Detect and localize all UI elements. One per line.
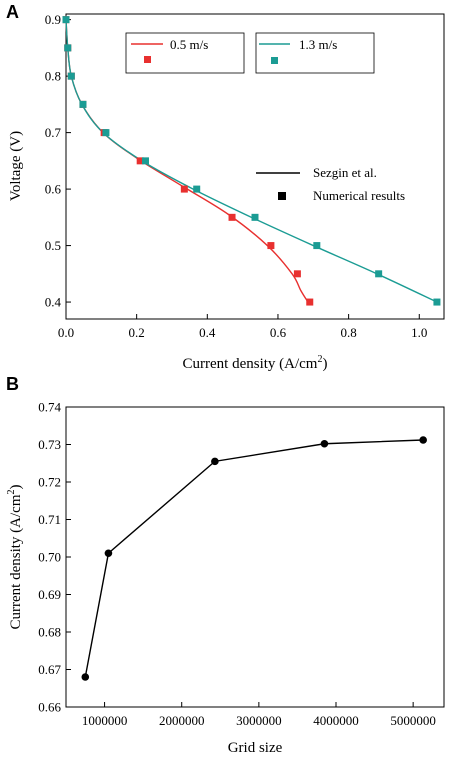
legend-swatch-marker-left — [144, 56, 151, 63]
legend-box-right — [255, 32, 375, 74]
panel-letter-b: B — [6, 374, 19, 394]
b-ytick-label: 0.73 — [38, 437, 61, 452]
a-ytick-label: 0.9 — [45, 12, 61, 27]
markers-b — [81, 436, 427, 681]
a-data-point-0 — [267, 242, 275, 250]
a-data-point-0 — [306, 298, 314, 306]
b-data-point-0 — [419, 436, 427, 444]
panel-a: 0.0 0.2 0.4 0.6 0.8 1.0 0.4 0.5 0.6 0.7 0.8 0.9 0.5… — [8, 12, 445, 372]
b-ytick-label: 0.69 — [38, 587, 61, 602]
x-axis-label-a-end: ) — [322, 356, 327, 372]
b-ytick-label: 0.74 — [38, 400, 61, 415]
a-data-point-0 — [180, 185, 188, 193]
a-xtick-label: 0.8 — [340, 325, 356, 340]
a-ytick-label: 0.7 — [45, 125, 62, 140]
a-data-point-0 — [136, 157, 144, 165]
legend-type-line-label: Sezgin et al. — [313, 165, 377, 180]
legend-series-left: 0.5 m/s — [125, 32, 245, 74]
b-ytick-label: 0.66 — [38, 700, 61, 715]
y-axis-label-b-sup: 2 — [6, 490, 17, 495]
y-axis-label-b: Current density (A/cm2) — [6, 485, 24, 630]
legend-label-left: 0.5 m/s — [170, 37, 208, 52]
b-ytick-label: 0.71 — [38, 512, 61, 527]
a-series-line-1 — [65, 19, 438, 303]
a-ytick-label: 0.5 — [45, 238, 61, 253]
b-data-point-0 — [320, 439, 329, 448]
a-data-point-1 — [67, 72, 75, 80]
plot-frame-b — [65, 406, 445, 708]
a-xtick-label: 0.2 — [129, 325, 145, 340]
x-axis-label-a-sup: 2 — [317, 354, 322, 365]
a-data-point-0 — [228, 213, 236, 221]
legend-box-left — [125, 32, 245, 74]
b-xtick-label: 3000000 — [236, 713, 282, 728]
legend-type-marker-label: Numerical results — [313, 188, 405, 203]
y-axis-label-a: Voltage (V) — [8, 131, 24, 201]
b-ytick-label: 0.72 — [38, 475, 61, 490]
b-xtick-label: 2000000 — [159, 713, 205, 728]
panel-letter-a: A — [6, 2, 19, 22]
b-series-line-0 — [84, 439, 424, 678]
a-xtick-label: 0.0 — [58, 325, 74, 340]
b-ytick-label: 0.68 — [38, 625, 61, 640]
a-xtick-label: 0.4 — [199, 325, 216, 340]
x-axis-label-b: Grid size — [228, 740, 283, 756]
legend-label-right: 1.3 m/s — [299, 37, 337, 52]
a-data-point-1 — [141, 157, 149, 165]
b-ytick-label: 0.67 — [38, 662, 61, 677]
plot-frame-a — [65, 13, 445, 320]
legend-type-marker-swatch — [278, 192, 286, 200]
a-ytick-label: 0.8 — [45, 69, 61, 84]
markers-a — [62, 16, 441, 306]
legend-series-right: 1.3 m/s — [255, 32, 375, 74]
legend-swatch-marker-right — [271, 57, 278, 64]
b-data-point-0 — [81, 673, 90, 681]
b-xtick-label: 1000000 — [82, 713, 128, 728]
a-data-point-1 — [64, 44, 72, 52]
a-data-point-1 — [193, 185, 201, 193]
a-data-point-1 — [62, 16, 70, 24]
a-data-point-1 — [375, 270, 383, 278]
panel-b: 1000000 2000000 3000000 4000000 5000000 0.66 0… — [6, 400, 445, 756]
a-xtick-label: 1.0 — [411, 325, 427, 340]
ticks-a: 0.0 0.2 0.4 0.6 0.8 1.0 0.4 0.5 0.6 0.7 0.8 0.9 — [45, 12, 428, 340]
a-data-point-1 — [251, 213, 259, 221]
a-data-point-1 — [433, 298, 441, 306]
b-xtick-label: 4000000 — [313, 713, 359, 728]
b-data-point-0 — [211, 457, 219, 466]
y-axis-label-b-end: ) — [8, 485, 24, 490]
legend-type: Sezgin et al. Numerical results — [256, 165, 405, 203]
lines-a — [65, 19, 438, 303]
ticks-b: 1000000 2000000 3000000 4000000 5000000 0.66 0… — [38, 400, 436, 729]
b-ytick-label: 0.70 — [38, 550, 61, 565]
b-xtick-label: 5000000 — [390, 713, 436, 728]
a-data-point-0 — [293, 270, 301, 278]
x-axis-label-a: Current density (A/cm2) — [183, 354, 328, 372]
a-ytick-label: 0.6 — [45, 182, 62, 197]
a-xtick-label: 0.6 — [270, 325, 287, 340]
lines-b — [84, 439, 424, 678]
a-data-point-1 — [102, 129, 110, 137]
b-data-point-0 — [104, 549, 113, 558]
a-data-point-1 — [79, 100, 87, 108]
a-ytick-label: 0.4 — [45, 295, 62, 310]
a-data-point-1 — [313, 242, 321, 250]
